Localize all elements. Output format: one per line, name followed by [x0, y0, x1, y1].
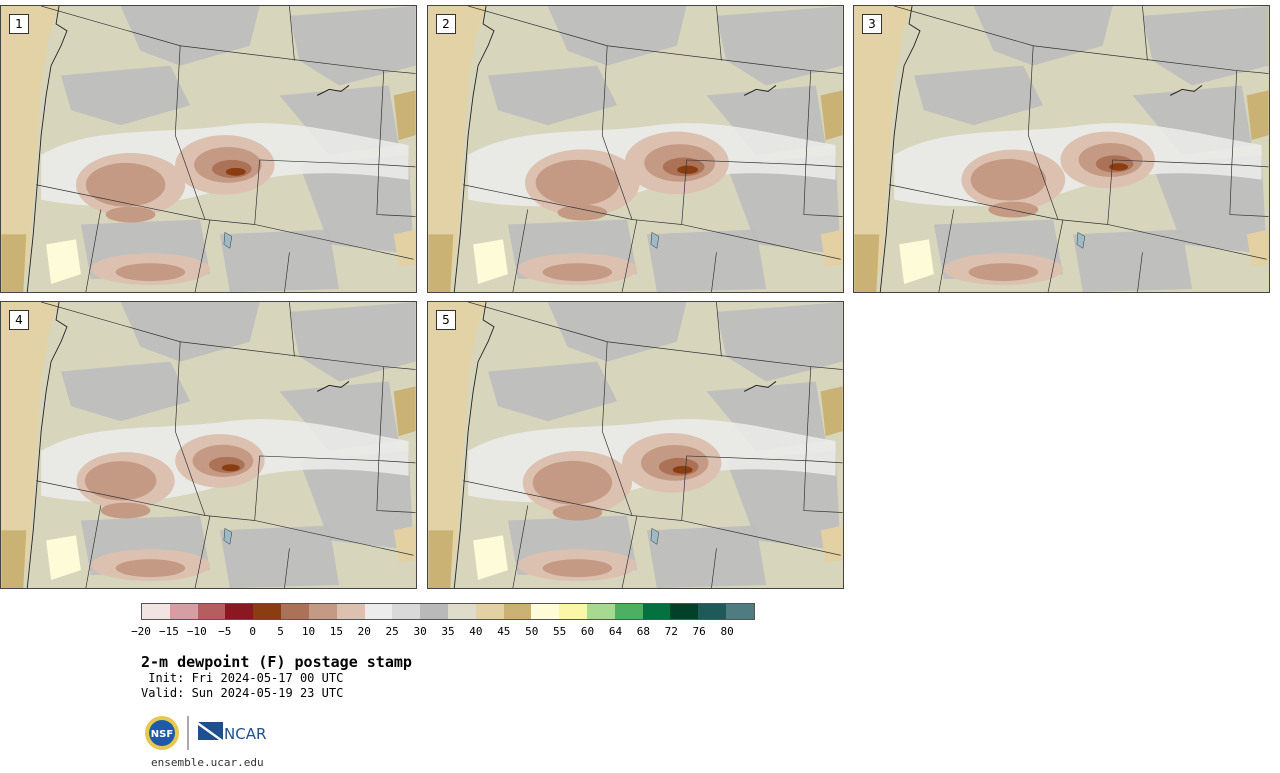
colorbar-tick-label: −15 [158, 625, 179, 638]
colorbar-swatch [225, 604, 254, 619]
colorbar-swatch [614, 604, 643, 619]
colorbar-swatch [698, 604, 727, 619]
colorbar-swatch [642, 604, 671, 619]
stamp-panel-4: 4 [0, 301, 417, 589]
colorbar-tick-label: 64 [608, 625, 623, 638]
dewpoint-map-2 [428, 6, 843, 292]
member-label: 1 [9, 14, 29, 34]
colorbar-swatch [726, 604, 754, 619]
colorbar-tick-label: 68 [636, 625, 650, 638]
colorbar-swatch [559, 604, 587, 619]
init-time: Init: Fri 2024-05-17 00 UTC [141, 671, 344, 685]
colorbar [141, 603, 755, 620]
colorbar-swatch [336, 604, 365, 619]
colorbar-swatch [253, 604, 282, 619]
dewpoint-map-5 [428, 302, 843, 588]
colorbar-swatch [308, 604, 337, 619]
colorbar-tick-label: 35 [441, 625, 455, 638]
nsf-logo-icon: NSF [145, 716, 179, 750]
colorbar-swatch [392, 604, 421, 619]
colorbar-tick-label: 40 [469, 625, 483, 638]
colorbar-tick-label: −5 [218, 625, 232, 638]
ncar-logo-icon: NCAR [198, 722, 266, 743]
colorbar-swatch [142, 604, 170, 619]
colorbar-tick-label: 15 [329, 625, 343, 638]
colorbar-swatch [447, 604, 476, 619]
stamp-panel-2: 2 [427, 5, 844, 293]
dewpoint-map-4 [1, 302, 416, 588]
colorbar-swatch [531, 604, 560, 619]
ncar-logo-text: NCAR [224, 725, 266, 743]
colorbar-swatch [364, 604, 393, 619]
member-label: 3 [862, 14, 882, 34]
member-label: 4 [9, 310, 29, 330]
dewpoint-map-3 [854, 6, 1269, 292]
colorbar-swatch [281, 604, 309, 619]
logos: NSF NCAR [145, 716, 266, 750]
colorbar-tick-label: 50 [525, 625, 539, 638]
dewpoint-map-1 [1, 6, 416, 292]
colorbar-tick-label: 76 [692, 625, 706, 638]
stamp-panel-1: 1 [0, 5, 417, 293]
colorbar-tick-label: 60 [580, 625, 595, 638]
colorbar-swatch [670, 604, 699, 619]
colorbar-tick-label: −20 [131, 625, 151, 638]
colorbar-tick-label: 80 [720, 625, 734, 638]
colorbar-swatch [587, 604, 615, 619]
colorbar-tick-label: 20 [357, 625, 371, 638]
valid-time: Valid: Sun 2024-05-19 23 UTC [141, 686, 344, 700]
colorbar-swatch [197, 604, 226, 619]
colorbar-ticks: −20 −15 −10 −5 0 5 10 15 20 25 30 35 40 45 50 55 60 64 68 7… [131, 625, 755, 639]
colorbar-tick-label: 55 [553, 625, 567, 638]
colorbar-tick-label: 45 [497, 625, 511, 638]
colorbar-swatch [475, 604, 504, 619]
member-label: 5 [436, 310, 456, 330]
stamp-panel-5: 5 [427, 301, 844, 589]
colorbar-swatch [503, 604, 532, 619]
colorbar-tick-label: −10 [186, 625, 207, 638]
colorbar-swatch [169, 604, 198, 619]
colorbar-tick-label: 72 [664, 625, 678, 638]
colorbar-swatch [420, 604, 448, 619]
stamp-panel-3: 3 [853, 5, 1270, 293]
colorbar-tick-label: 0 [249, 625, 256, 638]
colorbar-tick-label: 10 [301, 625, 316, 638]
chart-title: 2-m dewpoint (F) postage stamp [141, 653, 412, 671]
colorbar-tick-label: 5 [277, 625, 284, 638]
member-label: 2 [436, 14, 456, 34]
colorbar-tick-label: 25 [385, 625, 399, 638]
site-url: ensemble.ucar.edu [151, 756, 264, 769]
colorbar-tick-label: 30 [413, 625, 427, 638]
nsf-logo-text: NSF [151, 729, 173, 740]
